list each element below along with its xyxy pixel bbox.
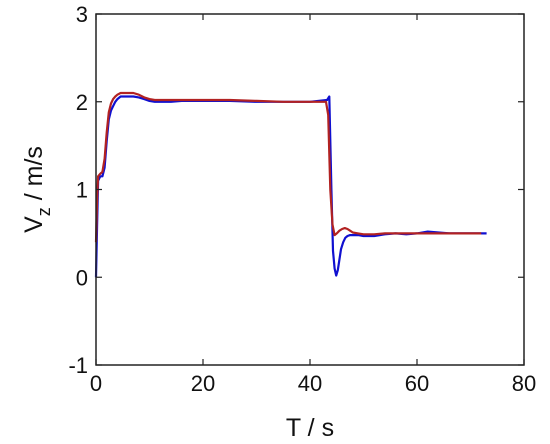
- x-tick-label: 0: [90, 371, 102, 396]
- y-tick-label: -1: [68, 353, 88, 378]
- x-tick-label: 40: [298, 371, 322, 396]
- x-axis-label: T / s: [286, 414, 334, 442]
- x-tick-label: 80: [512, 371, 536, 396]
- y-axis-label: Vz / m/s: [20, 146, 54, 233]
- y-tick-label: 2: [76, 90, 88, 115]
- y-tick-label: 0: [76, 265, 88, 290]
- axes-frame: [95, 13, 525, 366]
- y-tick-label: 3: [76, 2, 88, 27]
- y-axis-label-main: V: [20, 216, 48, 233]
- x-tick-label: 60: [405, 371, 429, 396]
- y-axis-label-sub: z: [34, 207, 54, 216]
- y-axis-label-unit: / m/s: [20, 146, 48, 207]
- series-line-2: [94, 91, 482, 243]
- y-tick-label: 1: [76, 178, 88, 203]
- x-tick-label: 20: [191, 371, 215, 396]
- series-line-1: [94, 95, 487, 278]
- plot-area: [94, 91, 487, 278]
